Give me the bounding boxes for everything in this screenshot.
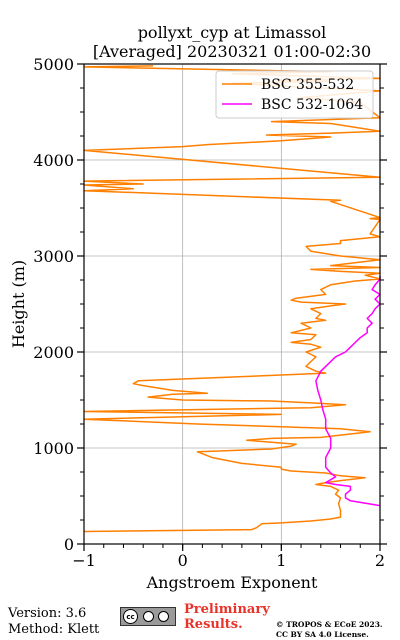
y-tick-label: 1000: [33, 439, 74, 458]
preliminary-line-2: Results.: [184, 617, 243, 632]
copyright-line-1: © TROPOS & ECoE 2023.: [276, 620, 383, 629]
cc-license-icon: cc: [120, 607, 176, 626]
y-axis-label: Height (m): [9, 260, 28, 348]
legend-label-bsc-355-532: BSC 355-532: [261, 77, 354, 93]
legend-box: [215, 70, 374, 119]
y-tick-label: 4000: [33, 151, 74, 170]
copyright-line-2: CC BY SA 4.0 License.: [276, 630, 369, 639]
cc-logo-icon: cc: [123, 609, 138, 624]
chart-title: pollyxt_cyp at Limassol: [138, 23, 327, 42]
preliminary-notice: Preliminary Results.: [184, 602, 270, 632]
by-attribution-icon: [143, 611, 154, 622]
x-tick-label: 1: [276, 551, 286, 570]
y-tick-label: 0: [64, 535, 74, 554]
series-layer: [83, 65, 381, 533]
series-line-bsc-532-1064: [315, 276, 381, 507]
series-line-bsc-355-532: [83, 65, 381, 533]
legend-label-bsc-532-1064: BSC 532-1064: [261, 97, 363, 113]
sharealike-icon: [158, 611, 169, 622]
footer-info: Version: 3.6 Method: Klett: [8, 606, 99, 638]
y-tick-label: 5000: [33, 55, 74, 74]
copyright-notice: © TROPOS & ECoE 2023. CC BY SA 4.0 Licen…: [276, 620, 383, 640]
x-axis-label: Angstroem Exponent: [146, 573, 318, 592]
chart-subtitle: [Averaged] 20230321 01:00-02:30: [93, 42, 371, 61]
x-tick-label: −1: [72, 551, 96, 570]
x-tick-label: 2: [375, 551, 385, 570]
y-tick-label: 3000: [33, 247, 74, 266]
version-text: Version: 3.6: [8, 606, 87, 621]
y-tick-label: 2000: [33, 343, 74, 362]
legend: BSC 355-532 BSC 532-1064: [215, 70, 374, 119]
preliminary-line-1: Preliminary: [184, 602, 270, 617]
x-tick-label: 0: [178, 551, 188, 570]
method-text: Method: Klett: [8, 622, 100, 637]
